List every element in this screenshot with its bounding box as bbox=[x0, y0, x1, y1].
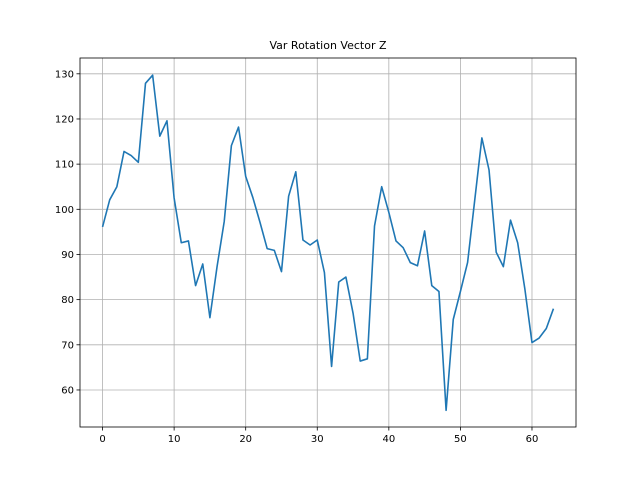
x-tick-label: 40 bbox=[382, 434, 395, 445]
axes-frame bbox=[79, 57, 577, 428]
y-tick-label: 130 bbox=[55, 69, 74, 80]
y-tick-label: 70 bbox=[61, 340, 74, 351]
y-tick-label: 100 bbox=[55, 205, 74, 216]
grid-layer bbox=[80, 58, 576, 427]
x-tick-label: 10 bbox=[168, 434, 181, 445]
y-tick-label: 120 bbox=[55, 114, 74, 125]
chart-title: Var Rotation Vector Z bbox=[269, 39, 386, 52]
y-tick-label: 90 bbox=[61, 250, 74, 261]
series-layer bbox=[101, 74, 555, 412]
y-tick-label: 60 bbox=[61, 385, 74, 396]
y-tick-label: 80 bbox=[61, 295, 74, 306]
x-tick-label: 0 bbox=[99, 434, 105, 445]
tick-layer: 0 10 20 30 40 50 60 60 70 80 90 100 110 120 130 bbox=[55, 69, 538, 445]
x-tick-label: 60 bbox=[526, 434, 539, 445]
x-tick-label: 20 bbox=[239, 434, 252, 445]
x-tick-label: 30 bbox=[311, 434, 324, 445]
x-tick-label: 50 bbox=[454, 434, 467, 445]
y-tick-label: 110 bbox=[55, 160, 74, 171]
series-line bbox=[101, 74, 555, 412]
